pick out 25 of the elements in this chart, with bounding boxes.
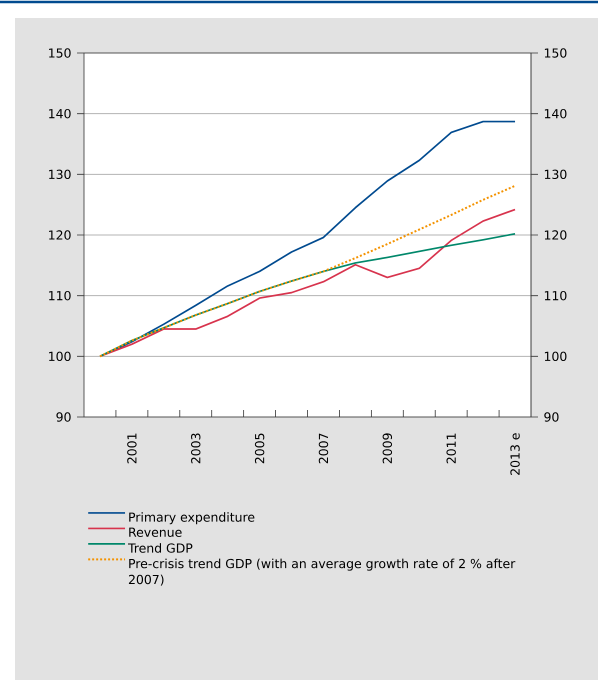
legend-label: Pre-crisis trend GDP (with an average growth rate of 2 % after 2007) — [128, 558, 516, 586]
y-tick-label: 130 — [49, 170, 71, 180]
y-tick-label: 140 — [49, 108, 71, 118]
x-tick-label: 2003 — [191, 434, 200, 464]
legend-label: Primary expenditure — [129, 512, 254, 524]
y-tick-label: 90 — [56, 412, 71, 422]
legend-label: Trend GDP — [128, 543, 192, 553]
y2-tick-label: 90 — [544, 412, 559, 422]
y-tick-label: 150 — [49, 48, 71, 58]
y-tick-label: 100 — [49, 352, 71, 362]
y-tick-label: 120 — [49, 230, 71, 240]
y2-tick-label: 150 — [544, 48, 566, 58]
y-tick-label: 110 — [49, 290, 71, 300]
y2-tick-label: 140 — [544, 108, 566, 118]
x-tick-label: 2009 — [382, 433, 392, 464]
y2-tick-label: 130 — [544, 170, 566, 180]
x-tick-label: 2013 e — [510, 433, 520, 475]
x-tick-label: 2007 — [318, 434, 328, 464]
x-tick-label: 2001 — [127, 434, 137, 464]
x-tick-label: 2011 — [446, 434, 456, 464]
legend-label: Revenue — [129, 528, 182, 537]
y2-tick-label: 100 — [544, 352, 566, 362]
y2-tick-label: 120 — [544, 230, 566, 240]
x-tick-label: 2005 — [254, 434, 264, 464]
y2-tick-label: 110 — [544, 290, 566, 300]
